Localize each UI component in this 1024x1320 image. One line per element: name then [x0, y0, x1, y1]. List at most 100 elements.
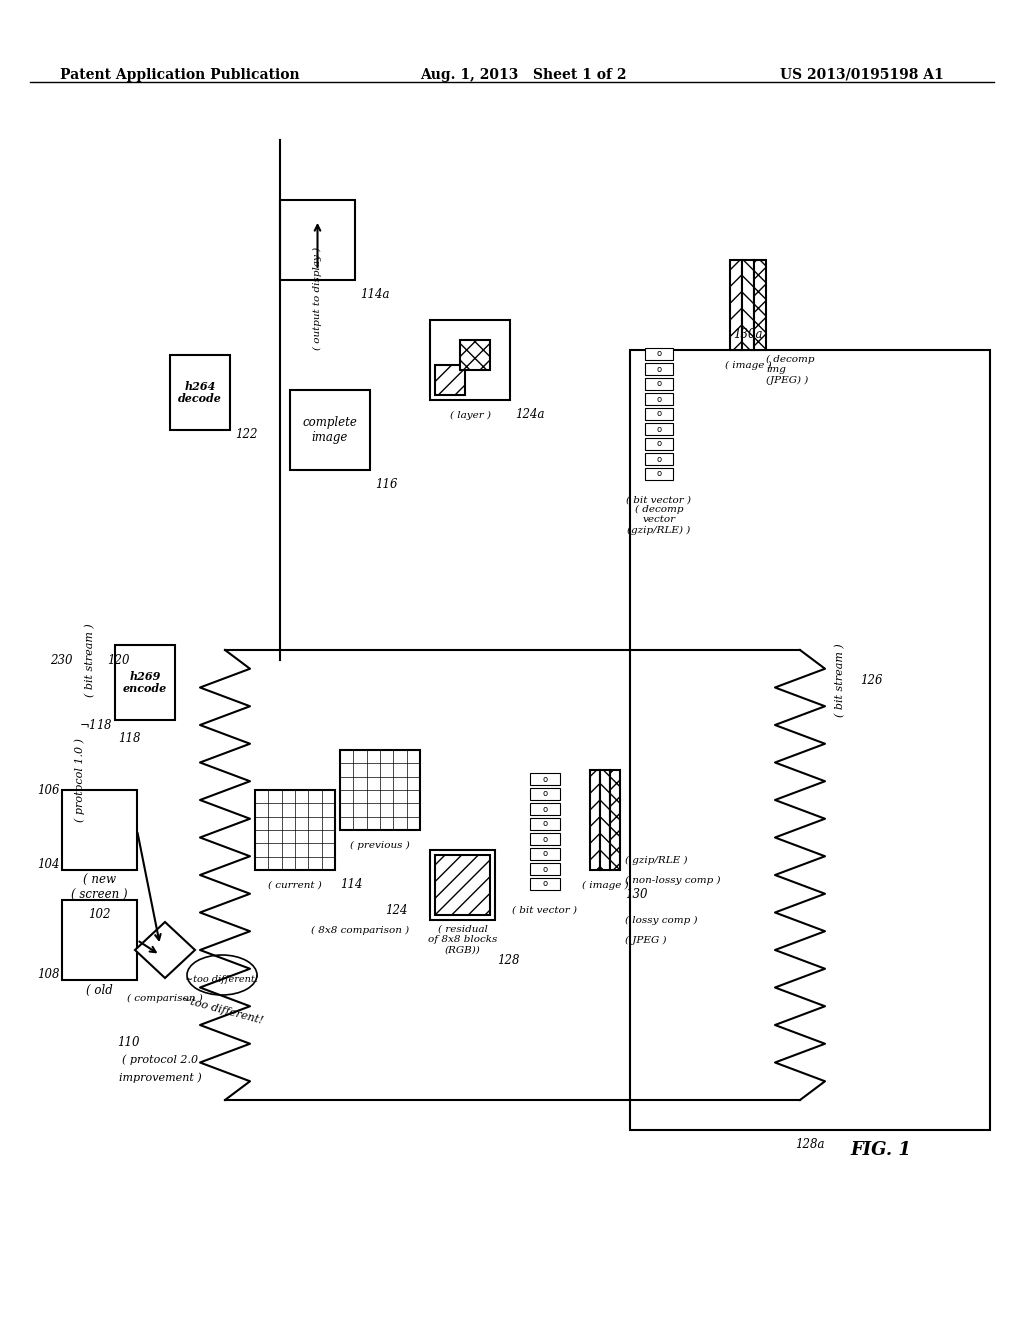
Bar	[435, 366, 465, 395]
Text: ~too different!: ~too different!	[180, 994, 264, 1026]
Bar	[530, 863, 560, 875]
Bar	[430, 850, 495, 920]
Text: ( image ): ( image )	[725, 360, 771, 370]
Text: o: o	[656, 350, 662, 359]
Text: 130: 130	[625, 888, 647, 902]
Text: h264
decode: h264 decode	[178, 380, 222, 404]
Text: o: o	[656, 425, 662, 433]
Bar	[730, 260, 742, 350]
Text: ( bit vector ): ( bit vector )	[512, 906, 578, 915]
Bar	[340, 750, 420, 830]
Text: ( gzip/RLE ): ( gzip/RLE )	[625, 855, 687, 865]
Text: o: o	[656, 380, 662, 388]
Text: Patent Application Publication: Patent Application Publication	[60, 69, 300, 82]
Text: ( lossy comp ): ( lossy comp )	[625, 916, 697, 924]
Text: ( new: ( new	[83, 874, 116, 887]
Bar	[170, 355, 230, 430]
Bar	[530, 803, 560, 814]
Bar	[530, 818, 560, 830]
Text: o: o	[656, 364, 662, 374]
Text: 128a: 128a	[796, 1138, 824, 1151]
Text: ( bit stream ): ( bit stream )	[835, 643, 845, 717]
Text: o: o	[656, 440, 662, 449]
Bar	[645, 378, 673, 389]
Bar	[530, 847, 560, 861]
Bar	[290, 389, 370, 470]
Text: $\neg$118: $\neg$118	[79, 718, 113, 733]
Text: 128: 128	[498, 953, 520, 966]
Text: ( output to display ): ( output to display )	[313, 247, 323, 350]
Text: ( protocol 2.0: ( protocol 2.0	[122, 1055, 198, 1065]
Bar	[590, 770, 600, 870]
Bar	[645, 453, 673, 465]
Text: h269
encode: h269 encode	[123, 671, 167, 694]
Bar	[62, 900, 137, 979]
Text: 114a: 114a	[360, 289, 389, 301]
Text: ( layer ): ( layer )	[450, 411, 490, 420]
Bar	[430, 319, 510, 400]
Text: o: o	[543, 834, 548, 843]
Text: ( image ): ( image )	[582, 880, 629, 890]
Text: ( screen ): ( screen )	[72, 888, 128, 902]
Polygon shape	[135, 921, 195, 978]
Bar	[645, 393, 673, 405]
Text: ( decomp
img
(JPEG) ): ( decomp img (JPEG) )	[766, 355, 814, 385]
Bar	[530, 878, 560, 890]
Text: ( bit vector ): ( bit vector )	[627, 495, 691, 504]
Text: FIG. 1: FIG. 1	[850, 1140, 911, 1159]
Text: ( current ): ( current )	[268, 880, 322, 890]
Text: 230: 230	[50, 653, 73, 667]
Text: ~too different!: ~too different!	[185, 975, 259, 985]
Bar	[645, 469, 673, 480]
Text: improvement ): improvement )	[119, 1073, 202, 1084]
Text: 116: 116	[375, 479, 397, 491]
Text: 126: 126	[860, 673, 883, 686]
Text: ( old: ( old	[86, 983, 113, 997]
Text: 102: 102	[88, 908, 111, 921]
Text: o: o	[543, 804, 548, 813]
Text: 130a: 130a	[733, 329, 763, 342]
Text: ( 8x8 comparison ): ( 8x8 comparison )	[311, 925, 409, 935]
Text: 104: 104	[38, 858, 60, 871]
Text: 118: 118	[118, 731, 140, 744]
Text: Aug. 1, 2013   Sheet 1 of 2: Aug. 1, 2013 Sheet 1 of 2	[420, 69, 627, 82]
Bar	[645, 422, 673, 436]
Bar	[610, 770, 620, 870]
Ellipse shape	[187, 954, 257, 995]
Text: 106: 106	[38, 784, 60, 796]
Text: ( bit stream ): ( bit stream )	[85, 623, 95, 697]
Text: o: o	[543, 775, 548, 784]
Text: o: o	[543, 879, 548, 888]
Bar	[255, 789, 335, 870]
Bar	[280, 201, 355, 280]
Text: 122: 122	[234, 429, 257, 441]
Text: complete
image: complete image	[302, 416, 357, 444]
Bar	[62, 789, 137, 870]
Text: 120: 120	[106, 653, 129, 667]
Bar	[530, 788, 560, 800]
Text: 108: 108	[38, 969, 60, 982]
Text: 124: 124	[385, 903, 408, 916]
Text: o: o	[543, 850, 548, 858]
Text: ( non-lossy comp ): ( non-lossy comp )	[625, 875, 721, 884]
Text: o: o	[543, 865, 548, 874]
Text: ( JPEG ): ( JPEG )	[625, 936, 667, 945]
Bar	[645, 408, 673, 420]
Bar	[742, 260, 754, 350]
Text: ( protocol 1.0 ): ( protocol 1.0 )	[75, 738, 85, 822]
Bar	[460, 341, 490, 370]
Bar	[435, 855, 490, 915]
Bar	[645, 348, 673, 360]
Bar	[630, 350, 990, 1130]
Bar	[600, 770, 610, 870]
Text: o: o	[543, 789, 548, 799]
Text: 124a: 124a	[515, 408, 545, 421]
Bar	[645, 363, 673, 375]
Bar	[530, 833, 560, 845]
Bar	[645, 438, 673, 450]
Bar	[115, 645, 175, 719]
Text: o: o	[656, 454, 662, 463]
Text: ( previous ): ( previous )	[350, 841, 410, 850]
Bar	[530, 774, 560, 785]
Text: o: o	[656, 395, 662, 404]
